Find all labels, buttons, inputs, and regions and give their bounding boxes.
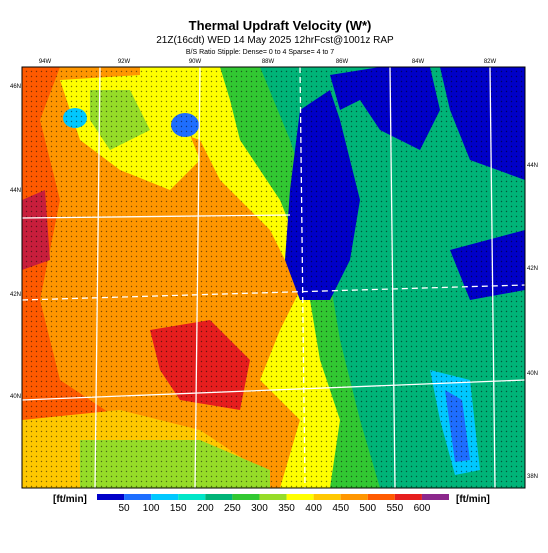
colorbar-tick-label: 500 — [359, 503, 376, 514]
colorbar-tick-label: 200 — [197, 503, 214, 514]
lat-label: 38N — [527, 474, 538, 480]
colorbar-tick-label: 300 — [251, 503, 268, 514]
lat-label: 46N — [10, 84, 21, 90]
colorbar-tick-label: 600 — [414, 503, 431, 514]
lon-label: 88W — [262, 59, 275, 65]
lon-label: 86W — [336, 59, 349, 65]
map-frame — [21, 66, 526, 489]
colorbar-swatch — [232, 494, 260, 500]
colorbar-unit: [ft/min] — [53, 494, 87, 505]
map-field — [22, 67, 525, 488]
colorbar-swatch — [313, 494, 341, 500]
colorbar-swatch — [259, 494, 287, 500]
lat-label: 42N — [527, 266, 538, 272]
colorbar-tick-label: 400 — [305, 503, 322, 514]
colorbar-tick-label: 100 — [143, 503, 160, 514]
lat-label: 42N — [10, 292, 21, 298]
colorbar-swatch — [151, 494, 179, 500]
lat-label: 44N — [10, 188, 21, 194]
lat-label: 44N — [527, 163, 538, 169]
colorbar-tick-label: 250 — [224, 503, 241, 514]
colorbar-swatch — [205, 494, 233, 500]
title: Thermal Updraft Velocity (W*) — [189, 18, 372, 33]
lat-label: 40N — [527, 371, 538, 377]
lat-label: 40N — [10, 394, 21, 400]
colorbar-tick-label: 50 — [119, 503, 131, 514]
colorbar-swatch — [340, 494, 368, 500]
lon-label: 92W — [118, 59, 131, 65]
colorbar-tick-label: 550 — [387, 503, 404, 514]
colorbar-tick-label: 450 — [332, 503, 349, 514]
colorbar-swatch — [124, 494, 152, 500]
colorbar-swatch — [97, 494, 125, 500]
stipple-note: B/S Ratio Stipple: Dense= 0 to 4 Sparse=… — [186, 49, 334, 56]
lon-label: 94W — [39, 59, 52, 65]
subtitle: 21Z(16cdt) WED 14 May 2025 12hrFcst@1001… — [156, 35, 394, 46]
colorbar-swatch — [367, 494, 395, 500]
colorbar-unit: [ft/min] — [456, 494, 490, 505]
lon-label: 84W — [412, 59, 425, 65]
lon-label: 90W — [189, 59, 202, 65]
colorbar-tick-label: 350 — [278, 503, 295, 514]
colorbar-swatch — [394, 494, 422, 500]
colorbar-swatch — [421, 494, 449, 500]
lon-label: 82W — [484, 59, 497, 65]
colorbar-swatch — [286, 494, 314, 500]
colorbar-tick-label: 150 — [170, 503, 187, 514]
colorbar-swatch — [178, 494, 206, 500]
